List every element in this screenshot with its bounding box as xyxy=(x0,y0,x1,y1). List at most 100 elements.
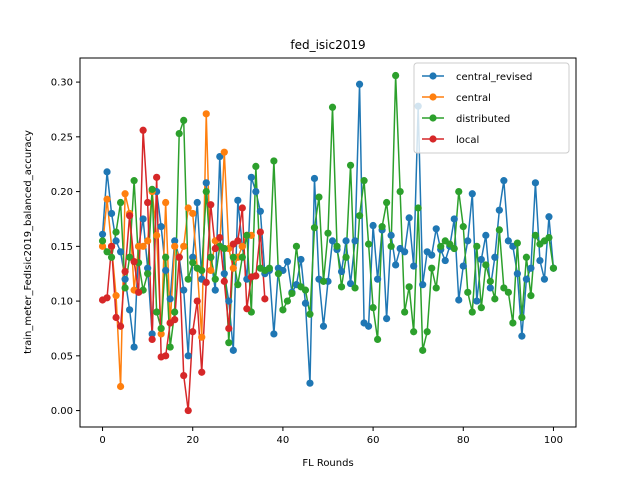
data-point-central_revised xyxy=(342,237,350,245)
data-point-distributed xyxy=(107,253,116,261)
data-point-central_revised xyxy=(337,267,346,276)
data-point-distributed xyxy=(527,292,535,300)
data-point-central_revised xyxy=(252,187,260,196)
data-point-central_revised xyxy=(495,206,503,214)
data-point-distributed xyxy=(446,240,454,248)
data-point-local xyxy=(202,278,210,287)
data-point-distributed xyxy=(378,223,386,231)
data-point-local xyxy=(243,305,251,313)
x-axis: 0 20 40 60 80 100 xyxy=(99,427,563,446)
data-point-distributed xyxy=(130,177,138,185)
legend-label-central: central xyxy=(456,93,491,104)
data-point-distributed xyxy=(468,308,476,316)
data-point-distributed xyxy=(229,253,237,261)
data-point-central xyxy=(144,237,152,245)
data-point-local xyxy=(193,297,201,305)
data-point-distributed xyxy=(405,283,413,291)
data-point-distributed xyxy=(518,313,526,322)
data-point-central_revised xyxy=(355,80,364,88)
data-point-distributed xyxy=(455,187,463,196)
data-point-distributed xyxy=(324,229,332,237)
data-point-central_revised xyxy=(130,343,138,351)
data-point-local xyxy=(256,228,264,236)
data-point-distributed xyxy=(116,198,125,207)
data-point-central_revised xyxy=(184,352,192,360)
data-point-distributed xyxy=(374,335,382,343)
data-point-distributed xyxy=(225,339,233,347)
data-point-distributed xyxy=(144,270,152,278)
data-point-distributed xyxy=(220,244,228,253)
data-point-distributed xyxy=(315,193,323,201)
data-point-distributed xyxy=(477,304,485,312)
data-point-central xyxy=(98,242,107,250)
data-point-distributed xyxy=(351,284,359,292)
x-axis-label: FL Rounds xyxy=(302,458,353,469)
data-point-central_revised xyxy=(473,297,481,305)
data-point-distributed xyxy=(392,71,400,80)
data-point-central_revised xyxy=(410,262,418,270)
data-point-central_revised xyxy=(211,286,219,294)
data-point-distributed xyxy=(243,231,251,239)
data-point-local xyxy=(175,253,183,261)
data-point-distributed xyxy=(211,275,219,283)
data-point-central_revised xyxy=(171,237,179,245)
data-point-distributed xyxy=(279,306,287,314)
data-point-distributed xyxy=(301,286,310,294)
data-point-central xyxy=(202,110,210,118)
data-point-central_revised xyxy=(459,262,467,270)
data-point-distributed xyxy=(369,304,377,312)
data-point-central_revised xyxy=(383,315,391,323)
data-point-distributed xyxy=(333,242,341,250)
data-point-distributed xyxy=(306,310,314,318)
data-point-central_revised xyxy=(306,379,314,387)
data-point-distributed xyxy=(98,237,107,245)
y-tick-label: 0.15 xyxy=(51,242,73,253)
data-point-central xyxy=(180,242,188,250)
data-point-local xyxy=(216,233,224,242)
legend-marker-central_revised xyxy=(429,72,437,80)
data-point-central_revised xyxy=(531,179,540,187)
data-point-central xyxy=(184,204,192,212)
data-point-distributed xyxy=(450,244,458,253)
data-point-central_revised xyxy=(518,332,526,340)
data-point-central_revised xyxy=(301,299,310,307)
data-point-local xyxy=(198,368,206,376)
data-point-distributed xyxy=(180,116,188,125)
legend-marker-distributed xyxy=(429,114,437,122)
data-point-distributed xyxy=(549,264,558,272)
data-point-central_revised xyxy=(116,248,125,256)
data-point-distributed xyxy=(355,212,364,220)
data-point-distributed xyxy=(337,283,346,291)
data-point-central_revised xyxy=(107,209,116,218)
data-point-central_revised xyxy=(522,275,531,283)
data-point-distributed xyxy=(531,231,540,239)
data-point-distributed xyxy=(252,162,260,170)
data-point-central_revised xyxy=(126,306,134,314)
y-tick-label: 0.20 xyxy=(51,187,73,198)
data-point-central_revised xyxy=(166,295,174,303)
data-point-central_revised xyxy=(364,322,373,330)
data-point-distributed xyxy=(288,289,296,298)
data-point-central_revised xyxy=(310,174,319,183)
data-point-distributed xyxy=(126,253,134,261)
data-point-local xyxy=(153,173,161,181)
data-point-central_revised xyxy=(225,297,233,305)
data-point-central_revised xyxy=(441,256,449,265)
data-point-distributed xyxy=(346,161,355,169)
data-point-central_revised xyxy=(428,251,436,259)
data-point-distributed xyxy=(171,308,179,316)
data-point-central_revised xyxy=(283,258,292,266)
data-point-central_revised xyxy=(112,237,120,245)
data-point-central_revised xyxy=(513,270,521,278)
y-tick-label: 0.30 xyxy=(51,78,73,89)
data-point-central_revised xyxy=(455,296,463,304)
data-point-central_revised xyxy=(482,231,490,239)
data-point-distributed xyxy=(428,264,436,272)
data-point-central_revised xyxy=(536,256,544,265)
plot-markers xyxy=(98,71,558,415)
data-point-central_revised xyxy=(392,261,400,269)
x-tick-label: 100 xyxy=(544,435,563,446)
data-point-central_revised xyxy=(405,214,413,222)
